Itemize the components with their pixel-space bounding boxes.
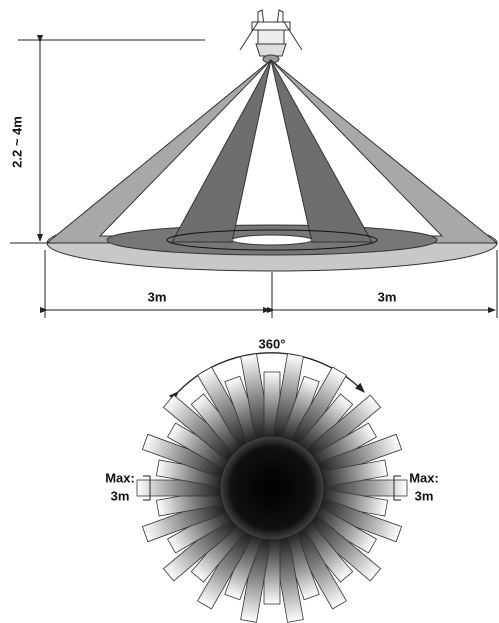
rays (136, 353, 408, 623)
range-label: 3m (111, 488, 130, 503)
range-brackets (143, 475, 401, 501)
height-label: 2.2 ~ 4m (9, 116, 24, 168)
width-label: 3m (378, 289, 397, 304)
dimension-lines (10, 35, 498, 318)
range-label: Max: (105, 470, 135, 485)
cone (45, 59, 499, 272)
range-label: Max: (409, 470, 439, 485)
width-label: 3m (148, 289, 167, 304)
range-label: 3m (415, 488, 434, 503)
sensor (239, 9, 303, 64)
core (219, 435, 325, 541)
angle-label: 360° (259, 336, 286, 351)
